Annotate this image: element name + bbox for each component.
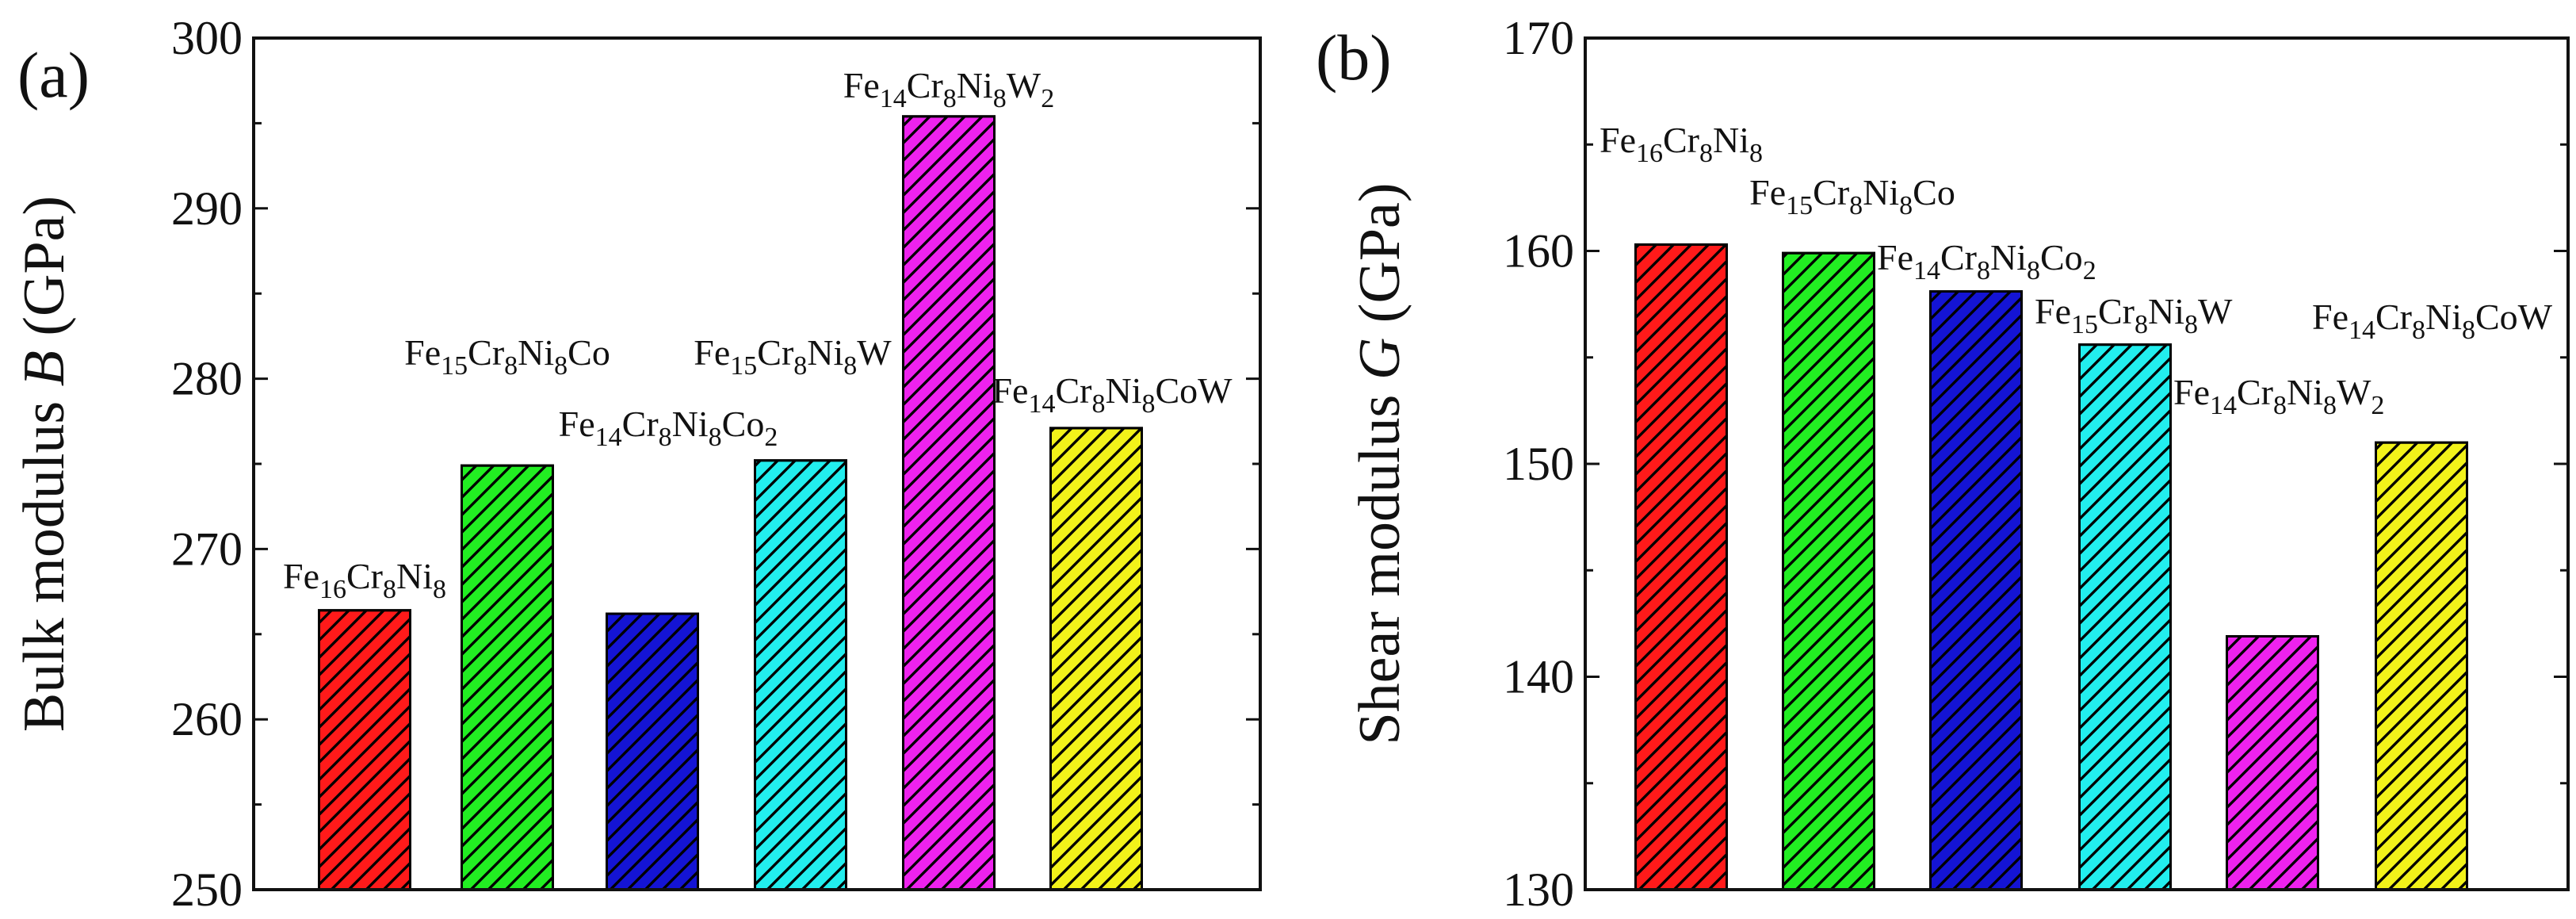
bar-hatch xyxy=(461,464,554,891)
bar-label: Fe15Cr8Ni8Co xyxy=(1749,172,1955,220)
bar-hatch xyxy=(2375,441,2468,891)
bar-hatch xyxy=(2078,343,2172,891)
y-tick-label: 160 xyxy=(1503,225,1574,278)
bar-hatch xyxy=(1634,243,1728,891)
bar-label: Fe14Cr8Ni8Co2 xyxy=(1877,237,2096,285)
bar-label: Fe16Cr8Ni8 xyxy=(283,556,446,604)
y-axis-label: Shear modulus G (GPa) xyxy=(1347,182,1412,745)
y-axis-label: Bulk modulus B (GPa) xyxy=(12,196,77,732)
bar-hatch xyxy=(1929,290,2023,891)
bar-hatch xyxy=(606,612,699,891)
panel-b-shear-modulus-chart: (b) Shear modulus G (GPa) 130 140 150 160 170 F… xyxy=(1316,12,2570,916)
y-axis-label-unit: (GPa) xyxy=(12,196,77,350)
bar-label: Fe14Cr8Ni8W2 xyxy=(2173,372,2384,420)
panel-label: (a) xyxy=(17,39,90,111)
plot-frame xyxy=(252,36,1262,891)
y-tick-label: 290 xyxy=(171,182,243,235)
y-tick-label: 300 xyxy=(171,12,243,64)
bar-label: Fe14Cr8Ni8CoW xyxy=(992,370,1233,419)
bar-hatch xyxy=(318,609,411,891)
y-tick-label: 150 xyxy=(1503,438,1574,490)
bar-hatch xyxy=(1782,251,1875,891)
y-tick-label: 140 xyxy=(1503,651,1574,703)
bar-label: Fe15Cr8Ni8W xyxy=(2035,291,2233,339)
y-tick-label: 130 xyxy=(1503,863,1574,916)
bar-label: Fe14Cr8Ni8Co2 xyxy=(559,404,778,452)
panel-label: (b) xyxy=(1316,21,1392,94)
plot-frame xyxy=(1584,36,2570,891)
y-tick-label: 250 xyxy=(171,863,243,916)
bar-hatch xyxy=(2226,634,2319,891)
bar-hatch xyxy=(754,459,847,891)
panel-a-bulk-modulus-chart: (a) Bulk modulus B (GPa) 250 260 270 280 290 30… xyxy=(12,12,1262,916)
bar-label: Fe15Cr8Ni8W xyxy=(694,332,892,381)
y-tick-label: 270 xyxy=(171,523,243,575)
bar-hatch xyxy=(1049,427,1143,891)
y-axis-label-symbol: B xyxy=(12,350,77,386)
y-tick-label: 280 xyxy=(171,353,243,405)
bar-hatch xyxy=(902,115,996,891)
y-tick-label: 260 xyxy=(171,693,243,745)
bar-label: Fe16Cr8Ni8 xyxy=(1599,120,1763,168)
bar-label: Fe15Cr8Ni8Co xyxy=(404,332,610,381)
y-axis-label-unit: (GPa) xyxy=(1347,182,1412,337)
y-axis-label-text: Bulk modulus xyxy=(12,386,77,732)
bar-label: Fe14Cr8Ni8CoW xyxy=(2312,297,2553,345)
bar-label: Fe14Cr8Ni8W2 xyxy=(843,65,1054,113)
y-axis-label-text: Shear modulus xyxy=(1347,380,1412,745)
y-axis-label-symbol: G xyxy=(1347,338,1412,380)
y-tick-label: 170 xyxy=(1503,12,1574,64)
